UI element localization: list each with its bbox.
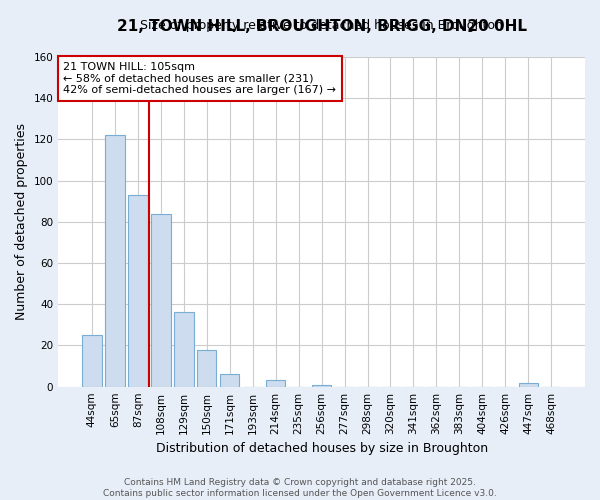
- Bar: [197, 350, 217, 387]
- Text: Contains HM Land Registry data © Crown copyright and database right 2025.
Contai: Contains HM Land Registry data © Crown c…: [103, 478, 497, 498]
- Bar: [128, 195, 148, 386]
- Y-axis label: Number of detached properties: Number of detached properties: [15, 124, 28, 320]
- Bar: [174, 312, 194, 386]
- Bar: [518, 382, 538, 386]
- Bar: [151, 214, 170, 386]
- Bar: [82, 335, 101, 386]
- Bar: [266, 380, 286, 386]
- Bar: [312, 384, 331, 386]
- Text: 21 TOWN HILL: 105sqm
← 58% of detached houses are smaller (231)
42% of semi-deta: 21 TOWN HILL: 105sqm ← 58% of detached h…: [64, 62, 337, 95]
- Title: Size of property relative to detached houses in Broughton: Size of property relative to detached ho…: [140, 19, 503, 32]
- Bar: [105, 136, 125, 386]
- Bar: [220, 374, 239, 386]
- Text: 21, TOWN HILL, BROUGHTON, BRIGG, DN20 0HL: 21, TOWN HILL, BROUGHTON, BRIGG, DN20 0H…: [116, 19, 527, 34]
- X-axis label: Distribution of detached houses by size in Broughton: Distribution of detached houses by size …: [155, 442, 488, 455]
